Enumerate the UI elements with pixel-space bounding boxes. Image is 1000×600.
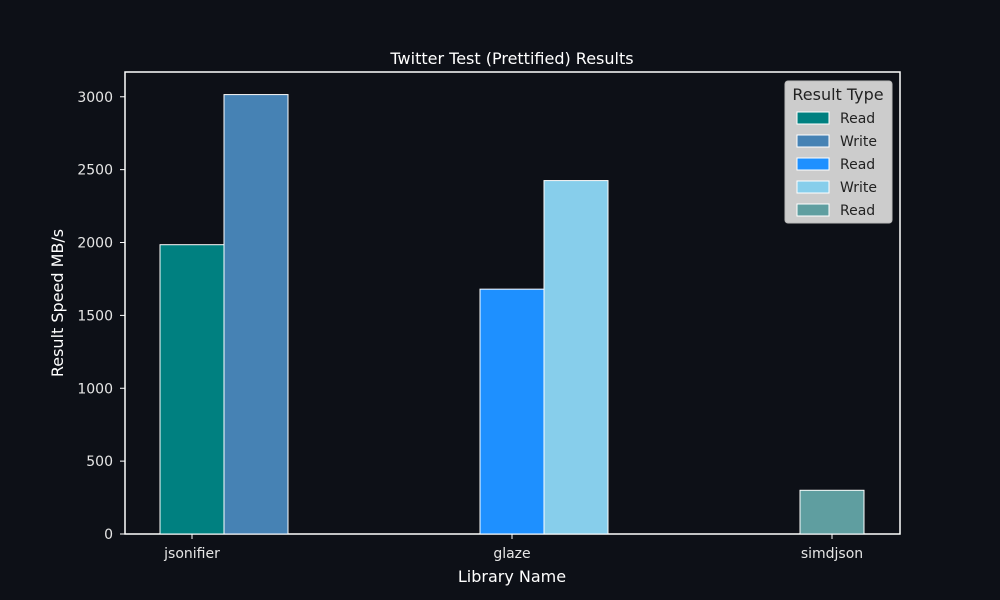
legend: Result Type Read Write Read Write Read (784, 80, 893, 224)
y-axis-title: Result Speed MB/s (48, 229, 67, 377)
legend-swatch (796, 111, 830, 125)
bar-simdjson-read (799, 489, 865, 535)
bar-glaze-write (543, 180, 609, 535)
y-tick-label: 2500 (77, 163, 113, 179)
bar-glaze-read (479, 288, 545, 535)
bar-jsonifier-write (223, 94, 289, 535)
legend-swatch (796, 180, 830, 194)
legend-swatch (796, 134, 830, 148)
y-tick-label: 500 (86, 454, 113, 470)
legend-title: Result Type (792, 85, 883, 104)
y-tick-label: 1000 (77, 381, 113, 397)
y-tick-label: 2000 (77, 236, 113, 252)
chart-title: Twitter Test (Prettified) Results (389, 49, 633, 68)
x-tick-label: jsonifier (163, 546, 220, 562)
bars-group (159, 94, 865, 535)
legend-entry-label: Read (840, 111, 875, 127)
y-tick-label: 1500 (77, 308, 113, 324)
y-tick-label: 3000 (77, 90, 113, 106)
x-axis: jsonifier glaze simdjson (163, 534, 863, 562)
legend-entry-label: Read (840, 157, 875, 173)
legend-swatch (796, 157, 830, 171)
legend-entry-label: Write (840, 134, 877, 150)
y-axis: 0 500 1000 1500 2000 2500 3000 (77, 90, 125, 543)
legend-entry-label: Write (840, 180, 877, 196)
legend-swatch (796, 203, 830, 217)
x-axis-title: Library Name (458, 567, 566, 586)
x-tick-label: simdjson (801, 546, 863, 562)
legend-items: Read Write Read Write Read (796, 111, 877, 219)
legend-entry-label: Read (840, 203, 875, 219)
x-tick-label: glaze (493, 546, 530, 562)
bar-jsonifier-read (159, 244, 225, 535)
y-tick-label: 0 (104, 527, 113, 543)
